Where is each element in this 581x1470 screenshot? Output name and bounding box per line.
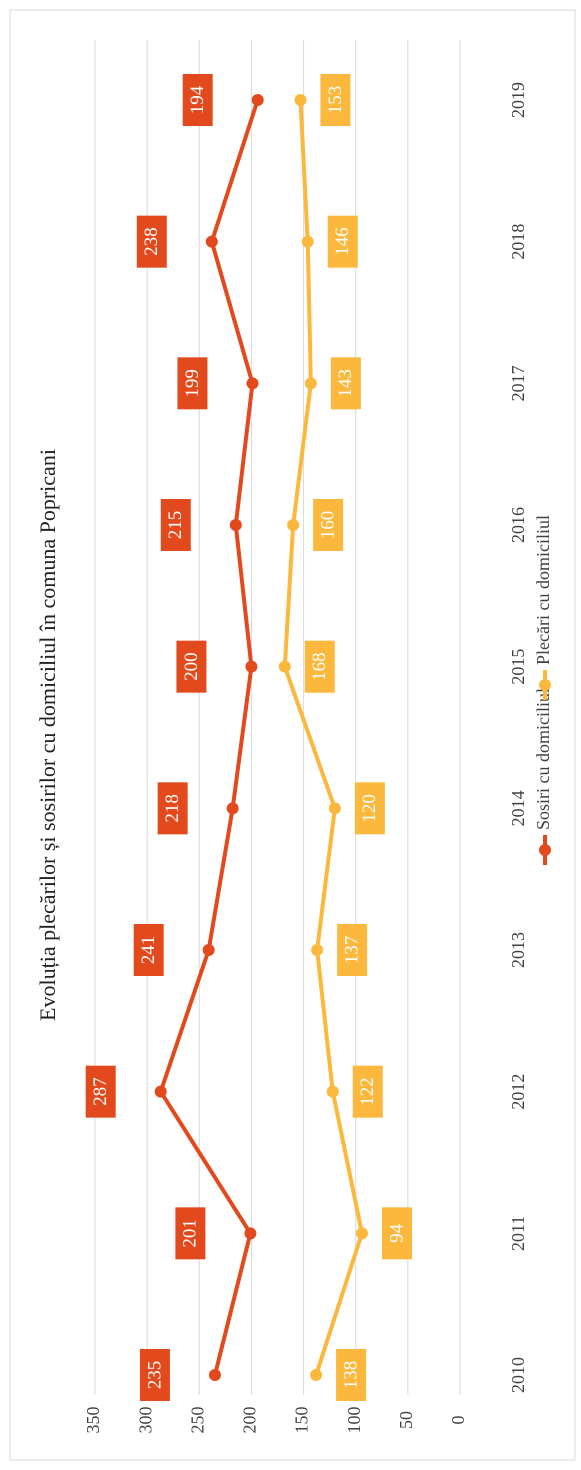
data-label: 120 xyxy=(359,794,380,823)
data-label: 138 xyxy=(340,1361,361,1390)
legend-marker xyxy=(539,844,551,856)
x-tick-label: 2011 xyxy=(508,1216,528,1251)
x-tick-label: 2016 xyxy=(508,507,528,543)
x-tick-label: 2012 xyxy=(508,1074,528,1110)
chart-border xyxy=(9,9,576,1461)
point xyxy=(245,660,258,673)
point xyxy=(287,519,300,531)
x-tick-label: 2019 xyxy=(508,82,528,118)
point xyxy=(301,235,314,248)
series-line xyxy=(158,99,260,1376)
data-label-box xyxy=(354,782,385,835)
data-label: 238 xyxy=(141,227,162,256)
point xyxy=(278,660,291,673)
data-label-box xyxy=(352,1065,383,1118)
y-tick-label: 300 xyxy=(135,1407,155,1434)
y-tick-label: 100 xyxy=(344,1407,364,1434)
data-label: 153 xyxy=(325,86,346,115)
data-label-box xyxy=(304,640,335,693)
point xyxy=(251,94,264,106)
data-label: 168 xyxy=(309,652,330,681)
data-label-box xyxy=(330,357,361,410)
point xyxy=(229,519,242,531)
data-label: 241 xyxy=(138,936,159,965)
point xyxy=(328,802,341,815)
point xyxy=(294,94,307,106)
data-label-box xyxy=(177,357,208,410)
point xyxy=(310,1369,323,1381)
data-label-box xyxy=(175,1207,206,1260)
y-tick-label: 200 xyxy=(240,1407,260,1434)
x-tick-label: 2013 xyxy=(508,932,528,968)
point xyxy=(154,1085,167,1098)
data-label: 287 xyxy=(90,1077,111,1106)
data-label: 199 xyxy=(182,369,203,398)
y-tick-label: 150 xyxy=(292,1407,312,1434)
data-label: 160 xyxy=(318,511,339,540)
rotated-plot: Evoluția plecărilor și sosirilor cu domi… xyxy=(9,9,576,1461)
y-tick-label: 0 xyxy=(448,1416,468,1425)
y-tick-label: 350 xyxy=(83,1407,103,1434)
x-tick-label: 2017 xyxy=(508,365,528,401)
data-label: 137 xyxy=(341,936,362,965)
data-label-box xyxy=(337,924,368,976)
point xyxy=(355,1227,368,1240)
x-tick-label: 2010 xyxy=(508,1357,528,1393)
x-tick-label: 2015 xyxy=(508,649,528,685)
data-label-box xyxy=(176,640,207,693)
point xyxy=(205,235,218,248)
data-label: 194 xyxy=(187,85,208,114)
data-label: 143 xyxy=(335,369,356,398)
data-label: 200 xyxy=(181,652,202,681)
data-label: 122 xyxy=(357,1077,378,1106)
data-label: 235 xyxy=(144,1361,165,1390)
data-label: 94 xyxy=(386,1223,407,1243)
data-label-box xyxy=(327,215,358,268)
y-tick-label: 250 xyxy=(187,1407,207,1434)
point xyxy=(311,944,324,956)
point xyxy=(208,1369,221,1381)
legend-marker xyxy=(539,679,551,691)
x-tick-label: 2018 xyxy=(508,224,528,260)
legend-label: Plecări cu domiciliul xyxy=(533,515,553,665)
point xyxy=(244,1227,257,1240)
point xyxy=(304,377,317,390)
data-label-box xyxy=(320,74,351,126)
point xyxy=(326,1085,339,1098)
data-label-box xyxy=(313,499,344,551)
series-line xyxy=(282,99,365,1376)
data-label: 201 xyxy=(180,1219,201,1248)
data-label-box xyxy=(160,499,191,551)
data-label-box xyxy=(139,1349,170,1401)
data-label: 146 xyxy=(332,227,353,256)
x-tick-label: 2014 xyxy=(508,790,528,826)
legend-label: Sosiri cu domiciliul xyxy=(533,688,553,830)
data-label-box xyxy=(182,74,213,126)
data-label-box xyxy=(136,215,167,268)
data-label-box xyxy=(157,782,188,835)
point xyxy=(246,377,259,390)
point xyxy=(202,944,215,956)
chart-title: Evoluția plecărilor și sosirilor cu domi… xyxy=(35,449,60,1021)
data-label-box xyxy=(381,1207,412,1260)
data-label: 215 xyxy=(165,511,186,540)
data-label-box xyxy=(133,924,164,976)
data-label: 218 xyxy=(162,794,183,823)
data-label-box xyxy=(336,1349,367,1401)
point xyxy=(226,802,239,815)
y-tick-label: 50 xyxy=(396,1411,416,1429)
data-label-box xyxy=(85,1065,116,1118)
